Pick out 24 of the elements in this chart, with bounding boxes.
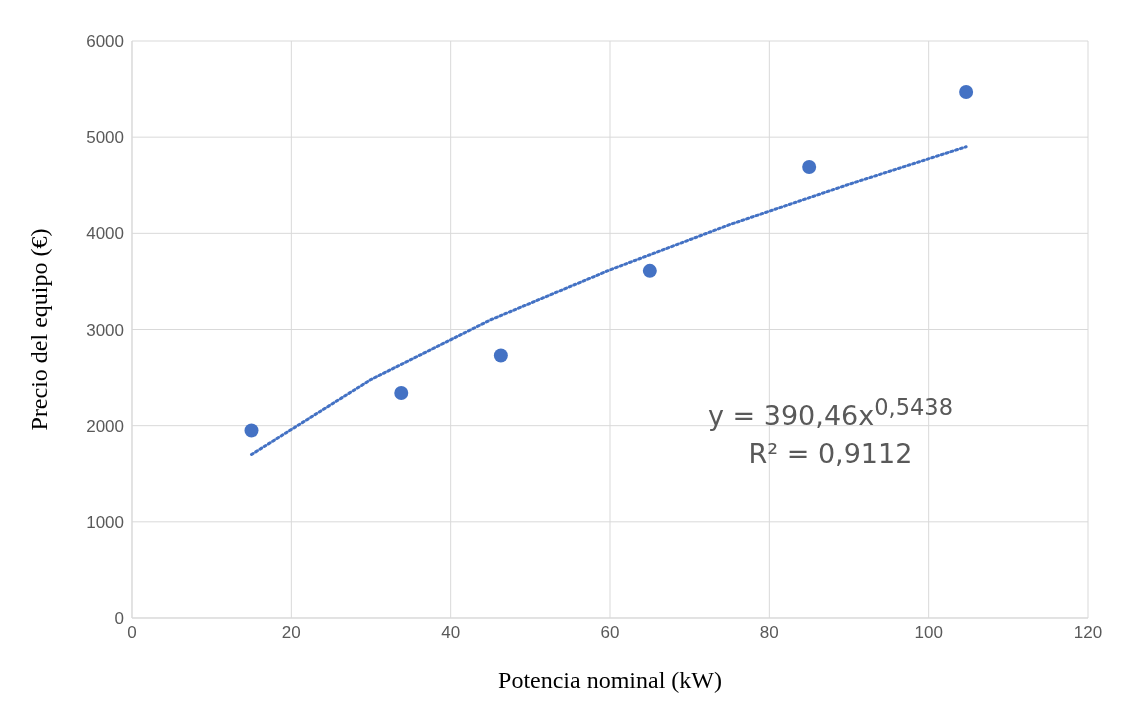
y-tick-label: 1000 xyxy=(86,512,124,532)
point xyxy=(802,159,817,174)
x-tick-label: 60 xyxy=(600,623,620,643)
x-axis-title: Potencia nominal (kW) xyxy=(498,667,722,693)
x-tick-label: 100 xyxy=(914,623,943,643)
x-tick-label: 20 xyxy=(281,623,301,643)
point xyxy=(959,84,974,99)
annotation: R² = 0,9112 xyxy=(747,437,914,471)
point xyxy=(642,263,657,278)
point xyxy=(493,348,508,363)
annotation: y = 390,46x$^{0,5438}$ xyxy=(708,393,953,433)
x-tick-label: 120 xyxy=(1073,623,1103,643)
y-tick-label: 0 xyxy=(114,609,124,629)
y-tick-label: 3000 xyxy=(86,320,124,340)
y-tick-label: 6000 xyxy=(86,32,124,52)
y-tick-label: 2000 xyxy=(86,416,124,436)
point xyxy=(244,423,259,438)
x-tick-label: 0 xyxy=(127,623,137,643)
x-tick-label: 40 xyxy=(441,623,461,643)
y-axis-title: Precio del equipo (€) xyxy=(25,228,52,431)
y-tick-label: 4000 xyxy=(86,224,124,244)
x-tick-label: 80 xyxy=(759,623,779,643)
point xyxy=(394,385,409,400)
y-tick-label: 5000 xyxy=(86,128,124,148)
